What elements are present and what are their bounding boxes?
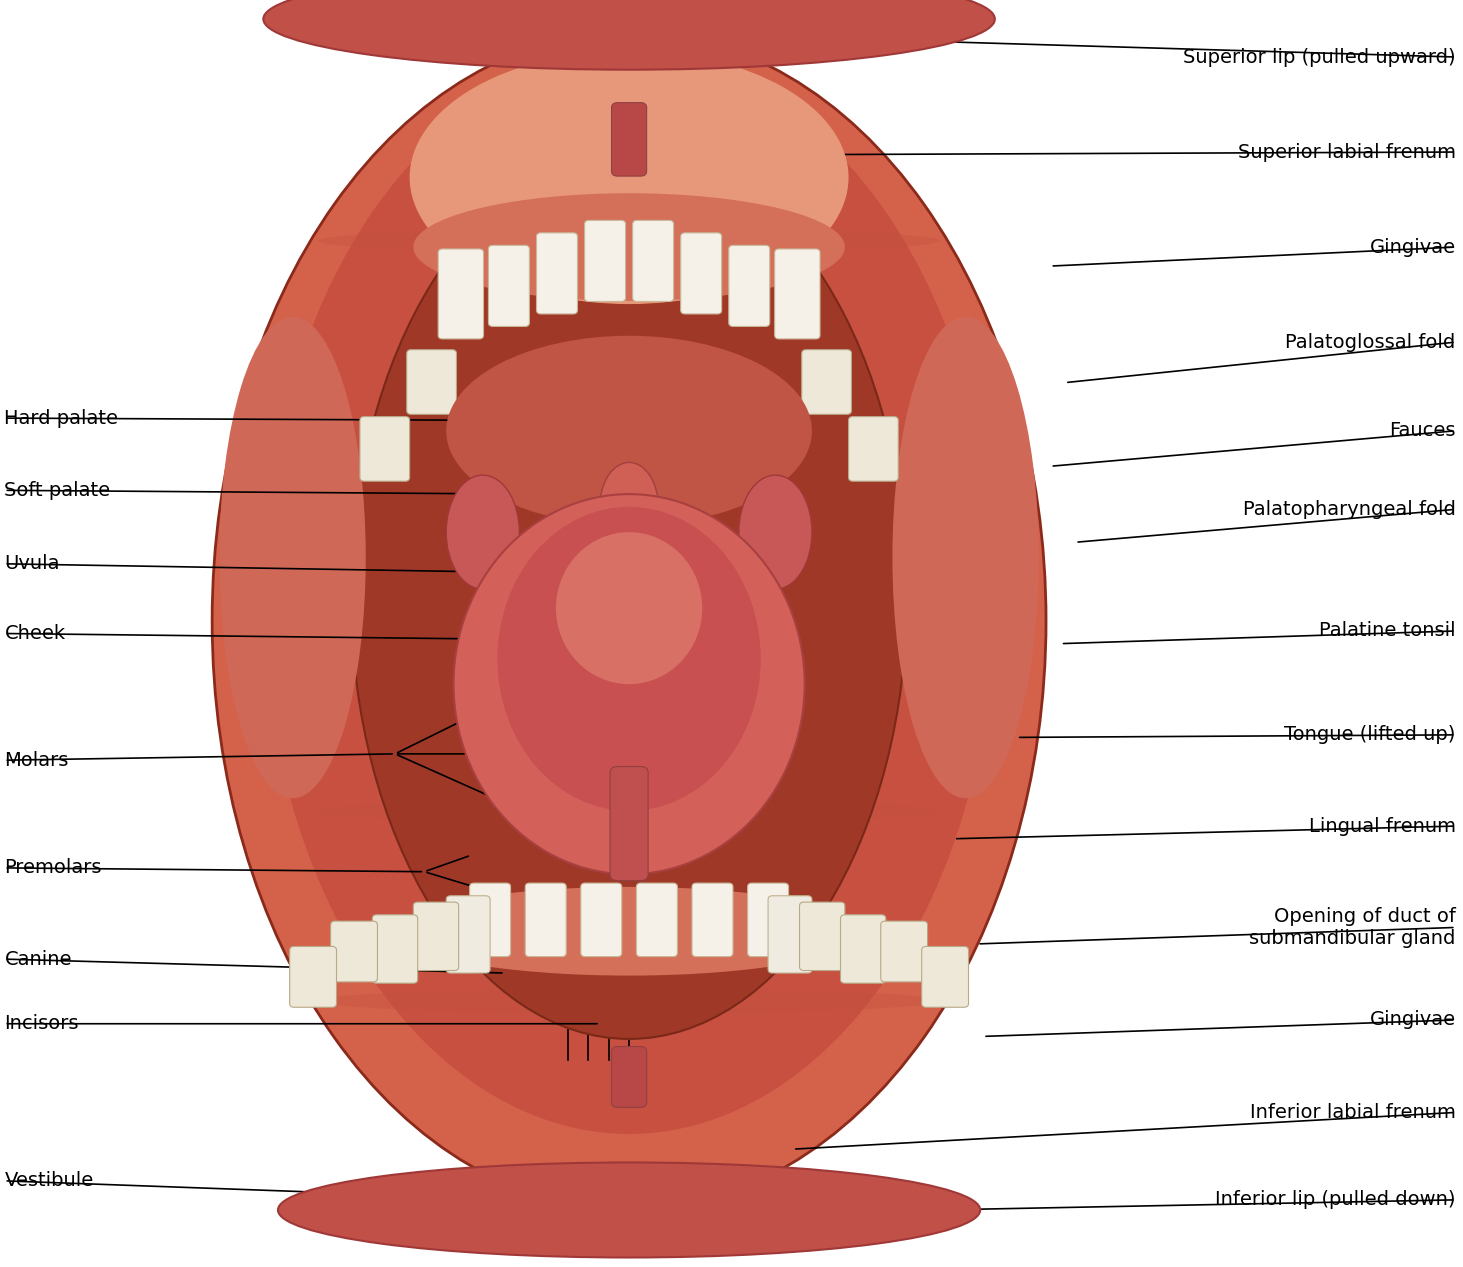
FancyBboxPatch shape xyxy=(612,1047,647,1107)
FancyBboxPatch shape xyxy=(849,417,898,481)
FancyBboxPatch shape xyxy=(446,896,490,973)
FancyBboxPatch shape xyxy=(290,946,336,1007)
Text: Molars: Molars xyxy=(4,751,69,769)
FancyBboxPatch shape xyxy=(692,883,733,957)
Text: Lingual frenum: Lingual frenum xyxy=(1309,817,1456,835)
FancyBboxPatch shape xyxy=(331,921,377,982)
Text: Palatine tonsil: Palatine tonsil xyxy=(1320,622,1456,640)
FancyBboxPatch shape xyxy=(439,248,483,338)
FancyBboxPatch shape xyxy=(537,233,578,314)
FancyBboxPatch shape xyxy=(585,220,626,302)
Ellipse shape xyxy=(319,798,939,824)
FancyBboxPatch shape xyxy=(525,883,566,957)
Text: Superior labial frenum: Superior labial frenum xyxy=(1238,143,1456,161)
Text: Soft palate: Soft palate xyxy=(4,481,111,499)
Ellipse shape xyxy=(600,462,658,551)
FancyBboxPatch shape xyxy=(922,946,969,1007)
Ellipse shape xyxy=(395,887,863,976)
FancyBboxPatch shape xyxy=(775,248,821,338)
Ellipse shape xyxy=(446,336,812,526)
Ellipse shape xyxy=(278,1163,980,1257)
FancyBboxPatch shape xyxy=(799,902,846,971)
Text: Opening of duct of
submandibular gland: Opening of duct of submandibular gland xyxy=(1249,907,1456,948)
Ellipse shape xyxy=(219,317,366,798)
Text: Canine: Canine xyxy=(4,950,72,968)
FancyBboxPatch shape xyxy=(610,767,648,881)
FancyBboxPatch shape xyxy=(360,417,410,481)
Ellipse shape xyxy=(739,475,812,589)
FancyBboxPatch shape xyxy=(372,915,418,983)
FancyBboxPatch shape xyxy=(840,915,885,983)
Ellipse shape xyxy=(263,57,995,1134)
FancyBboxPatch shape xyxy=(489,246,530,327)
Ellipse shape xyxy=(319,608,939,634)
Text: Superior lip (pulled upward): Superior lip (pulled upward) xyxy=(1184,48,1456,66)
Text: Palatoglossal fold: Palatoglossal fold xyxy=(1286,333,1456,351)
Ellipse shape xyxy=(892,317,1039,798)
FancyBboxPatch shape xyxy=(612,103,647,176)
Text: Inferior lip (pulled down): Inferior lip (pulled down) xyxy=(1216,1191,1456,1209)
FancyBboxPatch shape xyxy=(802,350,851,414)
Ellipse shape xyxy=(263,0,995,70)
Ellipse shape xyxy=(413,193,846,302)
Text: Incisors: Incisors xyxy=(4,1015,79,1033)
Text: Fauces: Fauces xyxy=(1390,422,1456,440)
Text: Gingivae: Gingivae xyxy=(1369,238,1456,256)
Ellipse shape xyxy=(319,418,939,443)
Ellipse shape xyxy=(454,494,805,874)
Ellipse shape xyxy=(497,507,761,811)
FancyBboxPatch shape xyxy=(636,883,677,957)
FancyBboxPatch shape xyxy=(881,921,928,982)
FancyBboxPatch shape xyxy=(470,883,511,957)
Text: Gingivae: Gingivae xyxy=(1369,1011,1456,1029)
Ellipse shape xyxy=(410,51,849,304)
Ellipse shape xyxy=(556,532,702,684)
Ellipse shape xyxy=(351,152,907,1039)
Text: Vestibule: Vestibule xyxy=(4,1172,94,1190)
Ellipse shape xyxy=(319,228,939,253)
Text: Inferior labial frenum: Inferior labial frenum xyxy=(1249,1104,1456,1121)
FancyBboxPatch shape xyxy=(632,220,673,302)
Ellipse shape xyxy=(319,988,939,1014)
Text: Uvula: Uvula xyxy=(4,555,60,573)
Text: Hard palate: Hard palate xyxy=(4,409,119,427)
FancyBboxPatch shape xyxy=(581,883,622,957)
FancyBboxPatch shape xyxy=(748,883,789,957)
Ellipse shape xyxy=(446,475,519,589)
Ellipse shape xyxy=(212,32,1046,1210)
FancyBboxPatch shape xyxy=(413,902,458,971)
Text: Cheek: Cheek xyxy=(4,625,66,642)
Text: Tongue (lifted up): Tongue (lifted up) xyxy=(1285,726,1456,744)
FancyBboxPatch shape xyxy=(729,246,770,327)
FancyBboxPatch shape xyxy=(768,896,812,973)
Text: Premolars: Premolars xyxy=(4,859,102,877)
FancyBboxPatch shape xyxy=(680,233,721,314)
FancyBboxPatch shape xyxy=(407,350,456,414)
Text: Palatopharyngeal fold: Palatopharyngeal fold xyxy=(1242,500,1456,518)
